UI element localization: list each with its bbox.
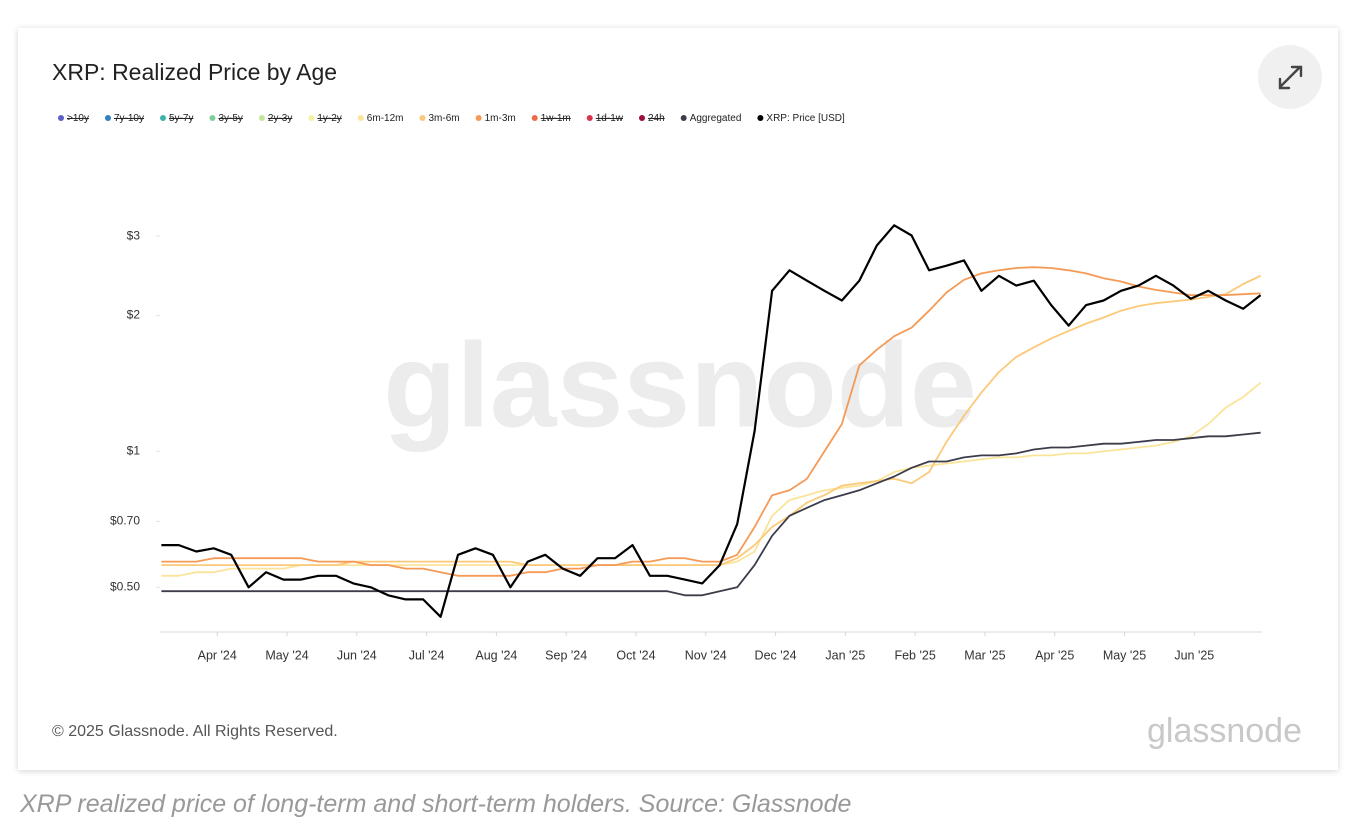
legend-label[interactable]: 5y-7y	[169, 113, 193, 124]
x-tick-label: Jun '24	[337, 648, 377, 662]
legend-item[interactable]: 1w-1m	[531, 113, 571, 124]
legend-item[interactable]: 1d-1w	[586, 113, 624, 124]
chart: glassnode XRP: Realized Price by Age >10…	[52, 45, 1322, 750]
watermark: glassnode	[383, 319, 977, 453]
legend-label[interactable]: >10y	[67, 113, 89, 124]
brand-logo: glassnode	[1147, 712, 1302, 750]
legend-swatch	[586, 115, 593, 121]
copyright: © 2025 Glassnode. All Rights Reserved.	[52, 723, 338, 740]
legend-swatch	[357, 115, 364, 121]
legend-item[interactable]: 5y-7y	[159, 113, 193, 124]
legend-item[interactable]: 7y-10y	[104, 113, 144, 124]
legend-swatch	[308, 115, 315, 121]
legend-label[interactable]: 24h	[648, 113, 665, 124]
legend-label[interactable]: 3m-6m	[428, 113, 459, 124]
x-tick-label: May '25	[1103, 648, 1146, 662]
y-tick-label: $0.50	[110, 579, 140, 593]
expand-button[interactable]	[1258, 45, 1322, 109]
legend-swatch	[258, 115, 265, 121]
x-tick-label: Mar '25	[964, 648, 1005, 662]
legend-label[interactable]: 2y-3y	[268, 113, 292, 124]
legend-swatch	[475, 115, 482, 121]
legend-label[interactable]: 1m-3m	[485, 113, 516, 124]
legend-label[interactable]: XRP: Price [USD]	[766, 113, 845, 124]
legend-label[interactable]: Aggregated	[690, 113, 742, 124]
legend-item[interactable]: XRP: Price [USD]	[757, 113, 845, 124]
legend-item[interactable]: 24h	[639, 113, 665, 124]
legend: >10y 7y-10y 5y-7y 3y-5y 2y-3y 1y-2y 6m-12m 3m-6…	[58, 113, 845, 124]
series-line	[161, 224, 1262, 618]
legend-item[interactable]: 3m-6m	[419, 113, 460, 124]
chart-title: XRP: Realized Price by Age	[52, 59, 337, 85]
legend-label[interactable]: 1w-1m	[541, 113, 571, 124]
legend-swatch	[757, 115, 764, 121]
plot-area: $0.50 $0.70 $1 $2 $3 Apr '24 May '24 Jun '24 Jul…	[110, 224, 1262, 662]
legend-swatch	[58, 115, 64, 121]
legend-swatch	[104, 115, 111, 121]
legend-swatch	[159, 115, 166, 121]
legend-swatch	[680, 115, 687, 121]
x-tick-label: Feb '25	[894, 648, 935, 662]
expand-icon[interactable]	[1278, 65, 1303, 90]
x-tick-label: Aug '24	[475, 648, 517, 662]
series-line	[161, 274, 1261, 566]
legend-item[interactable]: 1y-2y	[308, 113, 342, 124]
legend-label[interactable]: 3y-5y	[218, 113, 242, 124]
x-tick-label: Jul '24	[409, 648, 445, 662]
chart-card	[18, 28, 1338, 770]
legend-label[interactable]: 7y-10y	[114, 113, 144, 124]
legend-item[interactable]: 1m-3m	[475, 113, 516, 124]
legend-label[interactable]: 1d-1w	[596, 113, 624, 124]
legend-swatch	[209, 115, 216, 121]
legend-item[interactable]: 6m-12m	[357, 113, 404, 124]
x-tick-label: Sep '24	[545, 648, 587, 662]
legend-swatch	[531, 115, 538, 121]
x-tick-label: May '24	[265, 648, 308, 662]
legend-swatch	[639, 115, 645, 121]
y-tick-label: $3	[127, 228, 141, 242]
series-line	[161, 266, 1261, 577]
caption: XRP realized price of long-term and shor…	[20, 790, 852, 818]
x-tick-label: Jun '25	[1174, 648, 1214, 662]
x-tick-label: Nov '24	[685, 648, 727, 662]
legend-label[interactable]: 6m-12m	[367, 113, 404, 124]
legend-swatch	[419, 115, 426, 121]
legend-item[interactable]: 2y-3y	[258, 113, 292, 124]
x-tick-label: Dec '24	[755, 648, 797, 662]
x-tick-label: Oct '24	[616, 648, 655, 662]
y-tick-label: $0.70	[110, 513, 140, 527]
x-tick-label: Apr '24	[198, 648, 237, 662]
legend-label[interactable]: 1y-2y	[317, 113, 341, 124]
legend-item[interactable]: Aggregated	[680, 113, 742, 124]
x-tick-label: Apr '25	[1035, 648, 1074, 662]
series-line	[161, 431, 1261, 597]
legend-item[interactable]: >10y	[58, 113, 89, 124]
legend-item[interactable]: 3y-5y	[209, 113, 243, 124]
x-tick-label: Jan '25	[825, 648, 865, 662]
y-tick-label: $1	[127, 444, 141, 458]
y-tick-label: $2	[127, 308, 141, 322]
